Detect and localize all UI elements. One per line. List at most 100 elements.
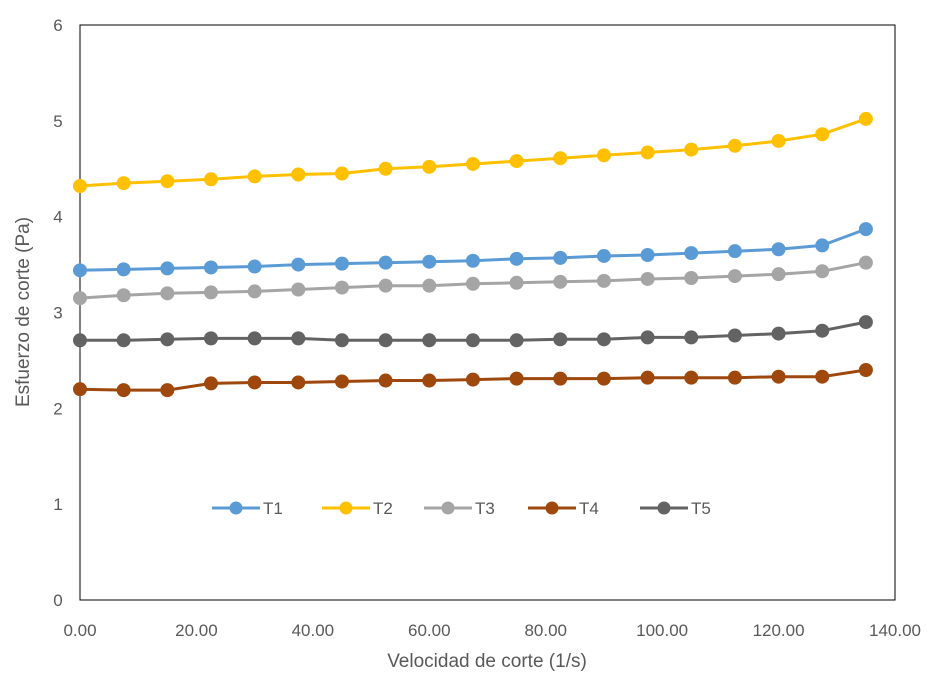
legend-marker xyxy=(339,501,353,515)
data-point-t3 xyxy=(334,280,349,295)
data-point-t4 xyxy=(203,376,218,391)
data-point-t1 xyxy=(815,238,830,253)
data-point-t5 xyxy=(160,332,175,347)
data-point-t1 xyxy=(422,254,437,269)
data-point-t1 xyxy=(553,250,568,265)
data-point-t4 xyxy=(640,370,655,385)
legend-item-t3: T3 xyxy=(424,499,495,518)
data-point-t5 xyxy=(291,331,306,346)
data-point-t3 xyxy=(465,276,480,291)
data-point-t2 xyxy=(378,161,393,176)
data-point-t4 xyxy=(771,369,786,384)
data-point-t1 xyxy=(291,257,306,272)
data-point-t5 xyxy=(596,332,611,347)
data-point-t2 xyxy=(116,176,131,191)
x-tick-label: 140.00 xyxy=(869,621,921,640)
data-point-t1 xyxy=(509,251,524,266)
legend: T1 T2 T3 T4 T5 xyxy=(212,499,711,518)
y-tick-label: 0 xyxy=(53,591,62,610)
data-point-t3 xyxy=(858,255,873,270)
data-point-t5 xyxy=(771,326,786,341)
series-group xyxy=(73,111,873,398)
legend-label: T4 xyxy=(579,499,599,518)
legend-label: T1 xyxy=(263,499,283,518)
data-point-t4 xyxy=(465,372,480,387)
data-point-t5 xyxy=(640,330,655,345)
x-tick-label: 40.00 xyxy=(292,621,335,640)
x-tick-label: 60.00 xyxy=(408,621,451,640)
x-tick-label: 0.00 xyxy=(63,621,96,640)
data-point-t1 xyxy=(116,262,131,277)
data-point-t3 xyxy=(160,286,175,301)
series-t1 xyxy=(73,222,873,278)
data-point-t3 xyxy=(771,267,786,282)
series-t3 xyxy=(73,255,873,306)
data-point-t2 xyxy=(465,156,480,171)
data-point-t2 xyxy=(247,169,262,184)
data-point-t2 xyxy=(596,148,611,163)
data-point-t2 xyxy=(684,142,699,157)
data-point-t1 xyxy=(684,246,699,261)
data-point-t5 xyxy=(509,333,524,348)
y-axis-ticks: 0 1 2 3 4 5 6 xyxy=(53,16,62,610)
data-point-t1 xyxy=(465,253,480,268)
data-point-t1 xyxy=(160,261,175,276)
data-point-t2 xyxy=(73,179,87,193)
legend-item-t4: T4 xyxy=(528,499,599,518)
data-point-t3 xyxy=(684,271,699,285)
y-tick-label: 6 xyxy=(53,16,62,35)
data-point-t5 xyxy=(858,315,873,330)
data-point-t4 xyxy=(378,373,393,388)
legend-item-t1: T1 xyxy=(212,499,283,518)
legend-label: T3 xyxy=(475,499,495,518)
data-point-t2 xyxy=(509,154,524,169)
data-point-t4 xyxy=(247,375,262,390)
y-axis-title: Esfuerzo de corte (Pa) xyxy=(13,217,34,407)
data-point-t3 xyxy=(553,274,568,289)
series-t2 xyxy=(73,111,873,193)
data-point-t3 xyxy=(203,285,218,300)
x-tick-label: 100.00 xyxy=(636,621,688,640)
data-point-t2 xyxy=(160,174,175,189)
data-point-t4 xyxy=(509,371,524,386)
data-point-t4 xyxy=(553,371,568,386)
y-tick-label: 5 xyxy=(53,112,62,131)
data-point-t5 xyxy=(247,331,262,346)
data-point-t1 xyxy=(247,259,262,274)
data-point-t5 xyxy=(727,328,742,343)
data-point-t3 xyxy=(727,269,742,284)
data-point-t1 xyxy=(640,248,655,262)
legend-marker xyxy=(229,501,243,515)
data-point-t1 xyxy=(73,263,87,278)
series-t4 xyxy=(73,363,873,398)
x-tick-label: 80.00 xyxy=(524,621,567,640)
data-point-t1 xyxy=(596,248,611,263)
data-point-t3 xyxy=(815,264,830,279)
legend-marker xyxy=(545,501,559,515)
data-point-t4 xyxy=(815,369,830,384)
data-point-t3 xyxy=(73,291,87,306)
data-point-t2 xyxy=(203,172,218,187)
series-t5 xyxy=(73,315,873,348)
data-point-t5 xyxy=(203,331,218,346)
x-tick-label: 120.00 xyxy=(753,621,805,640)
data-point-t4 xyxy=(727,370,742,385)
data-point-t2 xyxy=(858,111,873,126)
data-point-t2 xyxy=(640,145,655,160)
data-point-t3 xyxy=(640,271,655,286)
data-point-t2 xyxy=(422,159,437,174)
x-tick-label: 20.00 xyxy=(175,621,218,640)
data-point-t3 xyxy=(247,284,262,299)
data-point-t4 xyxy=(73,382,87,397)
data-point-t2 xyxy=(771,133,786,148)
data-point-t4 xyxy=(334,374,349,389)
data-point-t1 xyxy=(771,242,786,257)
data-point-t1 xyxy=(334,256,349,271)
data-point-t1 xyxy=(858,222,873,237)
data-point-t3 xyxy=(596,273,611,288)
data-point-t1 xyxy=(378,255,393,270)
data-point-t5 xyxy=(815,323,830,338)
data-point-t3 xyxy=(291,282,306,297)
data-point-t2 xyxy=(334,166,349,181)
